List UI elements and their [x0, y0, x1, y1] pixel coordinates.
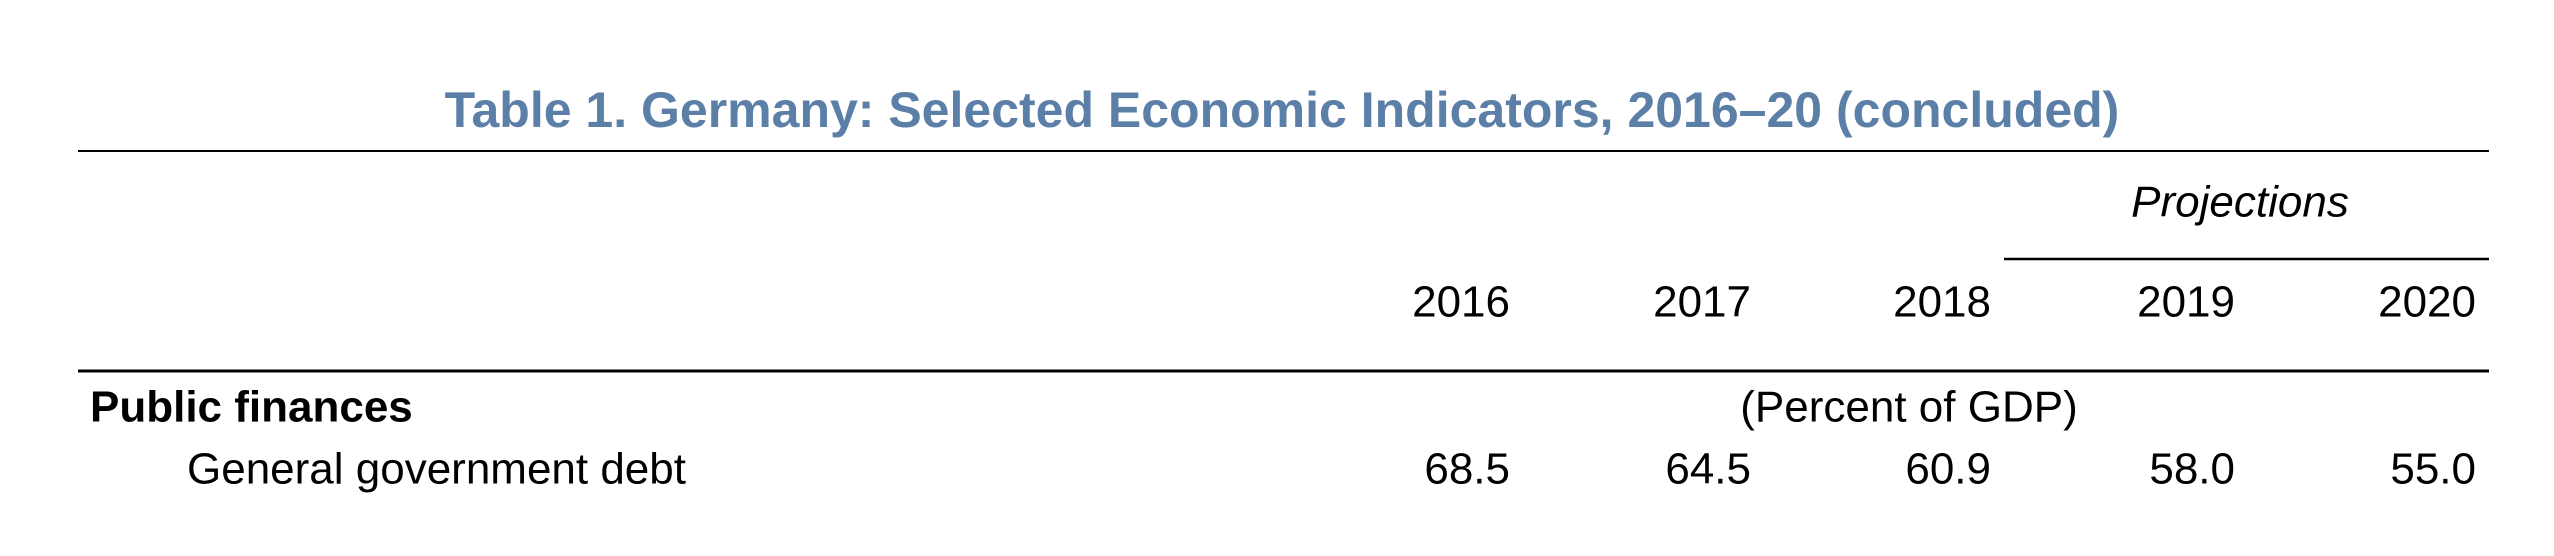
column-header: 2018 [1893, 278, 1991, 327]
column-header: 2020 [2378, 278, 2476, 327]
unit-note: (Percent of GDP) [1740, 383, 2077, 432]
column-header: 2019 [2137, 278, 2235, 327]
cell-value: 55.0 [2390, 445, 2476, 494]
projections-label: Projections [2131, 178, 2349, 227]
section-label: Public finances [90, 383, 413, 432]
column-header: 2017 [1653, 278, 1751, 327]
cell-value: 64.5 [1665, 445, 1751, 494]
cell-value: 58.0 [2149, 445, 2235, 494]
table-title: Table 1. Germany: Selected Economic Indi… [445, 82, 2120, 138]
cell-value: 68.5 [1424, 445, 1510, 494]
row-label: General government debt [187, 445, 686, 494]
table-body: General government debt 68.5 64.5 60.9 58.0 5… [187, 445, 2476, 494]
column-header: 2016 [1412, 278, 1510, 327]
cell-value: 60.9 [1905, 445, 1991, 494]
column-headers: 2016 2017 2018 2019 2020 [1412, 278, 2476, 327]
